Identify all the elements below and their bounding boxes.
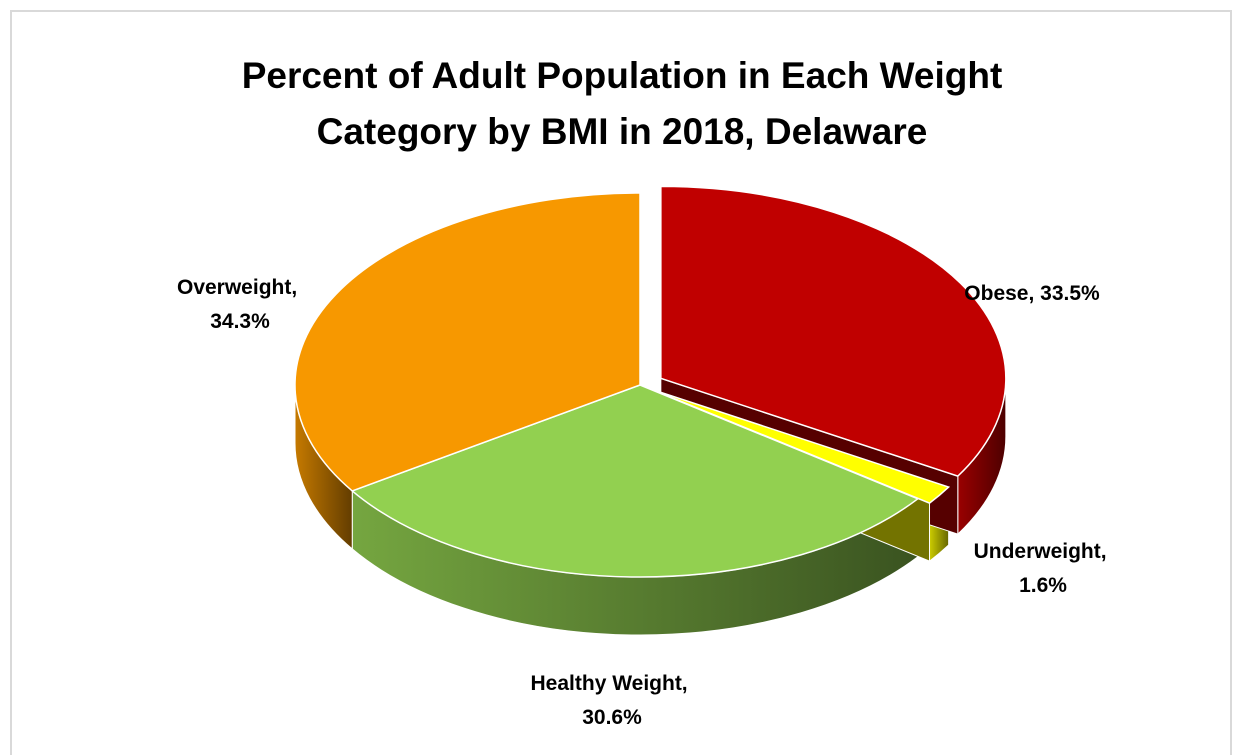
chart-title: Percent of Adult Population in Each Weig… (241, 55, 1003, 152)
slice (350, 384, 920, 578)
data-label: Healthy Weight, 30.6% (531, 672, 694, 729)
chart-frame (10, 10, 1232, 755)
data-label-line: 1.6% (1019, 574, 1067, 597)
data-label-line: Overweight, (177, 276, 303, 299)
slice (660, 185, 1007, 477)
data-label-line: 34.3% (210, 310, 270, 333)
data-label-line: Healthy Weight, (531, 672, 694, 695)
slice (294, 192, 641, 492)
slice (651, 388, 951, 504)
data-label: Obese, 33.5% (964, 282, 1100, 305)
data-label-line: Underweight, (974, 540, 1113, 563)
data-label: Overweight, 34.3% (177, 276, 303, 333)
data-label-line: 30.6% (582, 706, 642, 729)
data-label: Underweight, 1.6% (974, 540, 1113, 597)
